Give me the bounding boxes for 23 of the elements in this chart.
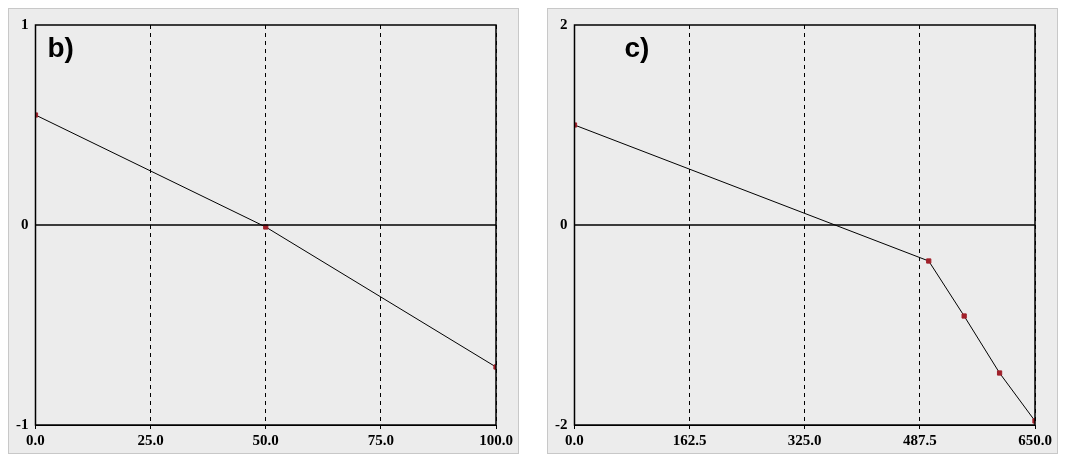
x-tick-label: 162.5: [672, 431, 707, 448]
x-tick-label: 650.0: [1018, 431, 1052, 448]
point: [35, 112, 39, 118]
annotation: b): [47, 31, 74, 63]
x-tick-label: 50.0: [252, 431, 279, 448]
point: [926, 258, 932, 264]
point: [961, 313, 967, 319]
y-tick-label: -1: [16, 415, 29, 432]
y-tick-label: 0: [21, 215, 29, 232]
x-tick-label: 325.0: [787, 431, 822, 448]
x-tick-label: 0.0: [565, 431, 584, 448]
x-tick-label: 25.0: [137, 431, 164, 448]
x-tick-label: 75.0: [367, 431, 394, 448]
point: [996, 370, 1003, 376]
y-tick-label: 1: [21, 15, 29, 32]
y-tick-label: 0: [560, 215, 568, 232]
y-tick-label: 2: [560, 15, 568, 32]
x-tick-label: 100.0: [479, 431, 513, 448]
x-tick-label: 487.5: [903, 431, 937, 448]
annotation: c): [624, 31, 650, 63]
y-tick-label: -2: [555, 415, 568, 432]
x-tick-label: 0.0: [26, 431, 45, 448]
point: [574, 122, 578, 128]
